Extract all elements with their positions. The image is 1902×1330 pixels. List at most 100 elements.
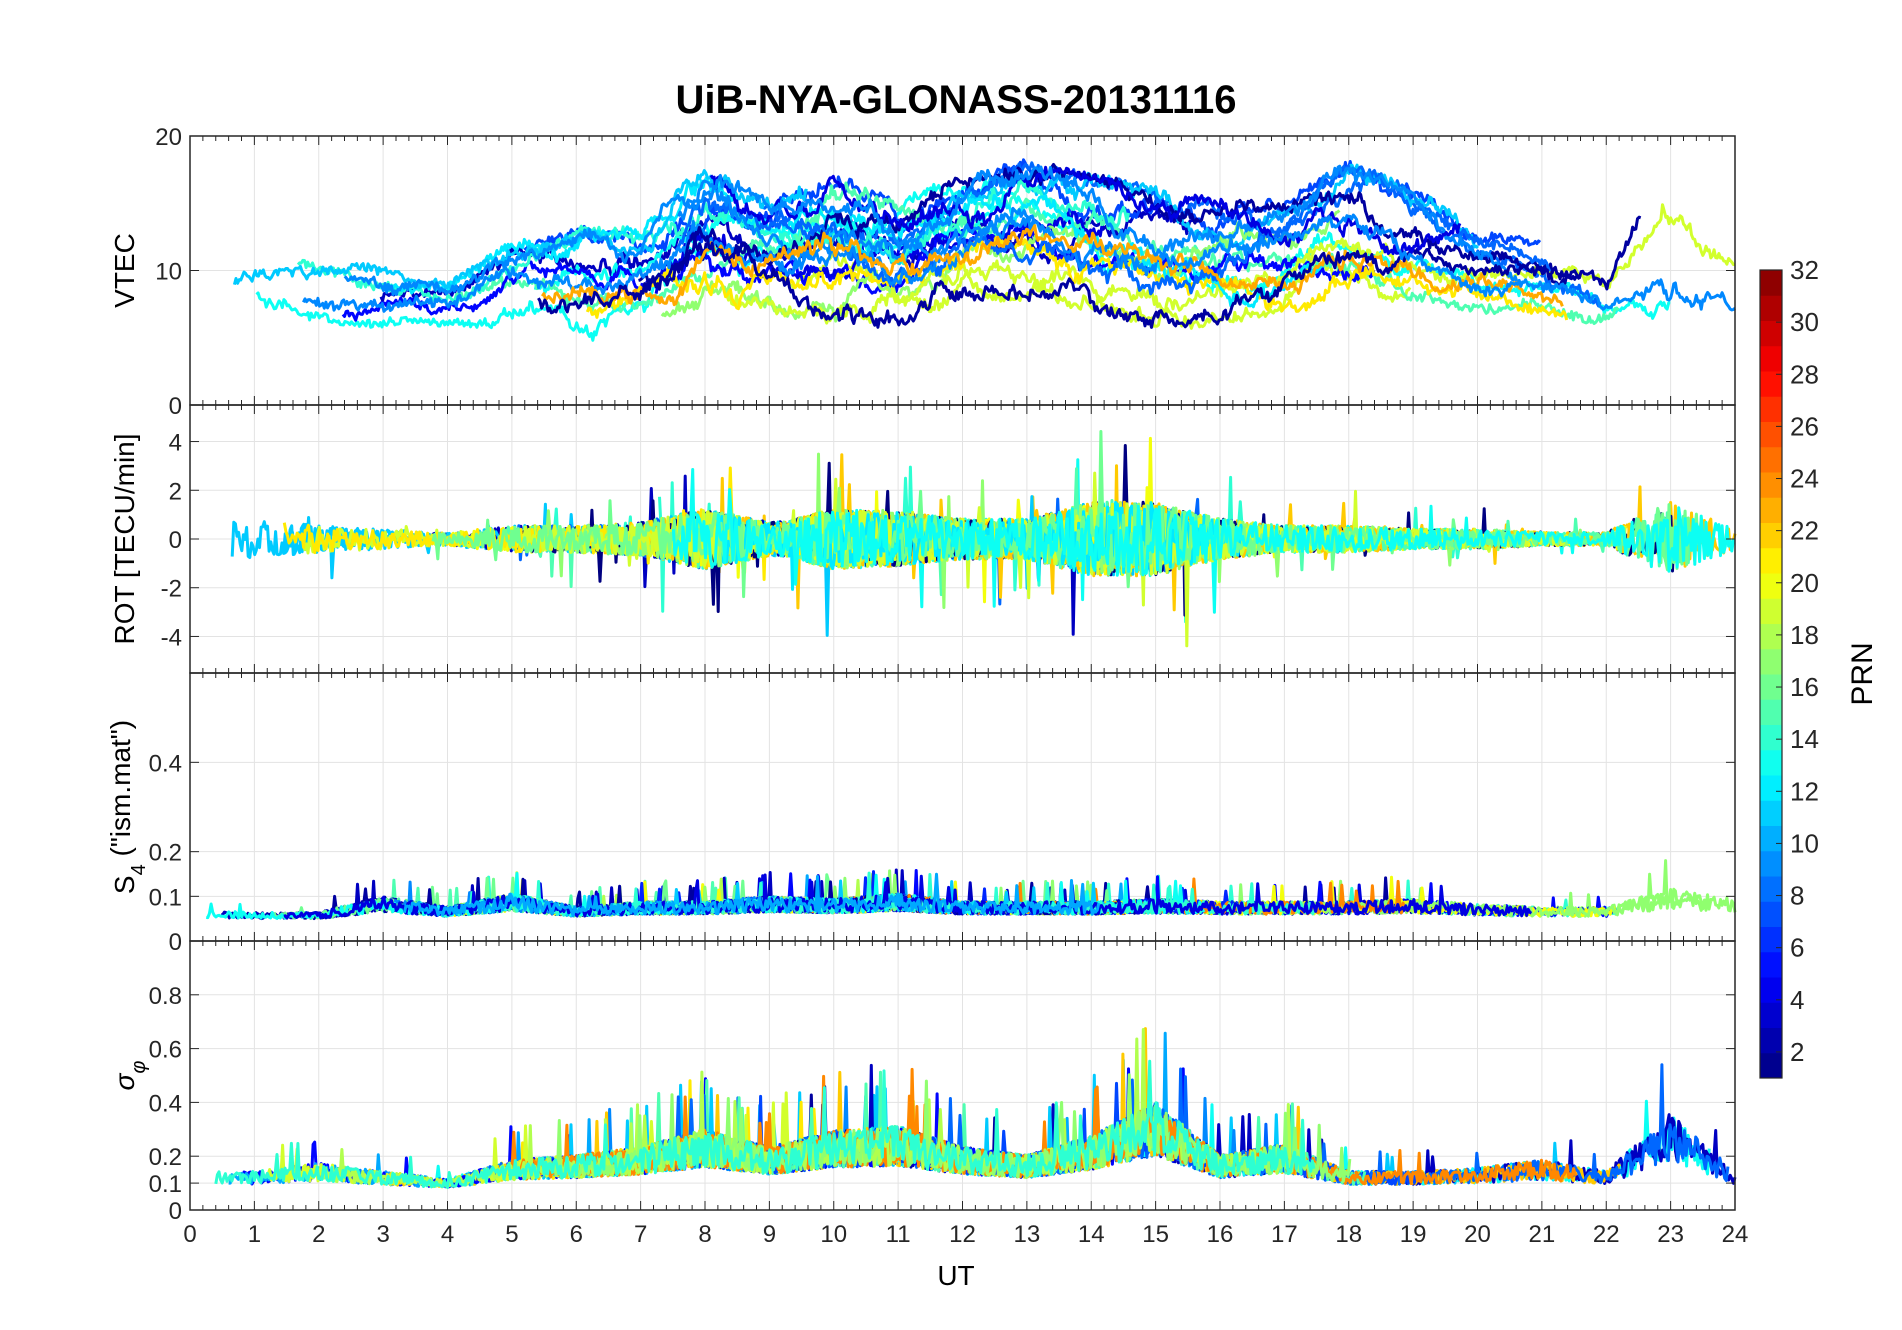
x-tick-label: 12 [949,1221,976,1248]
colorbar-level [1760,472,1782,498]
y-axis-label: ROT [TECU/min] [109,433,140,644]
x-tick-label: 17 [1271,1221,1298,1248]
x-tick-label: 24 [1722,1221,1749,1248]
colorbar-level [1760,825,1782,852]
panel-s4: 00.10.20.4S4 ("ism.mat") [105,672,1737,956]
series-prn-21 [585,236,1569,321]
colorbar-level [1760,951,1782,978]
y-tick-label: 0.1 [149,1171,182,1198]
colorbar-tick-label: 14 [1790,724,1819,754]
y-tick-label: 0 [169,1198,182,1225]
x-tick-label: 7 [634,1221,647,1248]
y-tick-label: 4 [169,430,182,457]
x-tick-label: 10 [820,1221,847,1248]
series-prn-4 [709,165,1462,256]
series-prn-14 [214,1059,1316,1189]
x-ticks [189,941,1736,1210]
series-prn-13 [671,468,1736,586]
colorbar-tick-label: 26 [1790,411,1819,441]
y-ticks: 00.10.2 0.4 0.6 0.8 [149,983,1735,1225]
colorbar-tick-label: 6 [1790,933,1804,963]
y-tick-label: -4 [161,624,182,651]
x-tick-label: 1 [248,1221,261,1248]
x-tick-label: 5 [505,1221,518,1248]
x-tick-label: 22 [1593,1221,1620,1248]
colorbar-tick-label: 32 [1790,255,1819,285]
y-axis-label-sub: 4 [128,864,150,875]
colorbar-level [1760,901,1782,927]
colorbar-level [1760,1027,1782,1054]
colorbar-level [1760,295,1782,321]
y-tick-label: 10 [155,259,182,286]
series-prn-11 [232,169,808,290]
colorbar-level [1760,674,1782,700]
series-group [214,1027,1737,1189]
colorbar-level [1760,775,1782,801]
colorbar-level [1760,1002,1782,1028]
colorbar-tick-label: 8 [1790,881,1804,911]
y-tick-label: 0.4 [149,1090,182,1117]
y-tick-label: 20 [155,124,182,151]
series-prn-19 [725,203,1736,328]
colorbar-tick-label: 18 [1790,620,1819,650]
x-tick-labels: 0 1 2 3 4 5 6 7 8 9 10 11 12 13 14 15 16 17 18 19 20 21 22 23 24 [183,1221,1748,1248]
y-axis-label: σφ [109,1061,150,1091]
colorbar-tick-label: 24 [1790,464,1819,494]
x-tick-label: 20 [1464,1221,1491,1248]
colorbar-level [1760,800,1782,826]
colorbar-level [1760,345,1782,372]
y-tick-label: 0.6 [149,1037,182,1064]
x-ticks [189,405,1736,673]
figure-title: UiB-NYA-GLONASS-20131116 [676,78,1237,122]
colorbar-tick-label: 22 [1790,516,1819,546]
series-prn-14 [296,178,1130,305]
colorbar-frame [1759,269,1783,1079]
series-group [232,158,1736,342]
grid [189,673,1736,942]
y-axis-label-sub: φ [128,1061,150,1074]
colorbar-level [1760,648,1782,675]
y-ticks: 0 0.1 0.2 0.4 [149,750,1735,956]
colorbar-level [1760,749,1782,776]
y-axis-label: VTEC [109,233,140,308]
y-tick-label: 0 [169,393,182,420]
panel-vtec: 0 10 20 VTEC [109,124,1736,420]
colorbar-level [1760,876,1782,902]
x-tick-label: 0 [183,1221,196,1248]
series-prn-9 [677,165,1736,312]
x-tick-label: 15 [1142,1221,1169,1248]
series-prn-10 [402,872,1101,918]
y-axis-label-main: S [109,875,140,894]
colorbar-tick-label: 10 [1790,828,1819,858]
series-prn-2 [537,215,1642,329]
colorbar-level [1760,598,1782,624]
colorbar-tick-label: 20 [1790,568,1819,598]
colorbar-level [1760,522,1782,549]
colorbar-tick-label: 30 [1790,307,1819,337]
x-tick-label: 3 [376,1221,389,1248]
colorbar-level [1760,850,1782,877]
y-tick-label: 0 [169,929,182,956]
colorbar-level [1760,977,1782,1003]
series-prn-15 [453,181,1620,325]
x-axis-label: UT [937,1260,974,1291]
x-tick-label: 13 [1014,1221,1041,1248]
x-tick-label: 11 [886,1221,911,1248]
series-group [205,859,1737,921]
colorbar-level [1760,371,1782,397]
y-tick-label: 2 [169,478,182,505]
y-tick-label: 0 [169,527,182,554]
x-tick-label: 19 [1400,1221,1427,1248]
y-axis-label-main: σ [109,1072,140,1090]
colorbar-level [1760,547,1782,574]
y-tick-label: 0.1 [149,884,182,911]
colorbar-tick-label: 28 [1790,359,1819,389]
x-tick-label: 9 [763,1221,776,1248]
x-tick-label: 2 [312,1221,325,1248]
y-tick-label: 0.2 [149,1144,182,1171]
colorbar-tick-label: 2 [1790,1037,1804,1067]
colorbar-level [1760,1052,1782,1079]
